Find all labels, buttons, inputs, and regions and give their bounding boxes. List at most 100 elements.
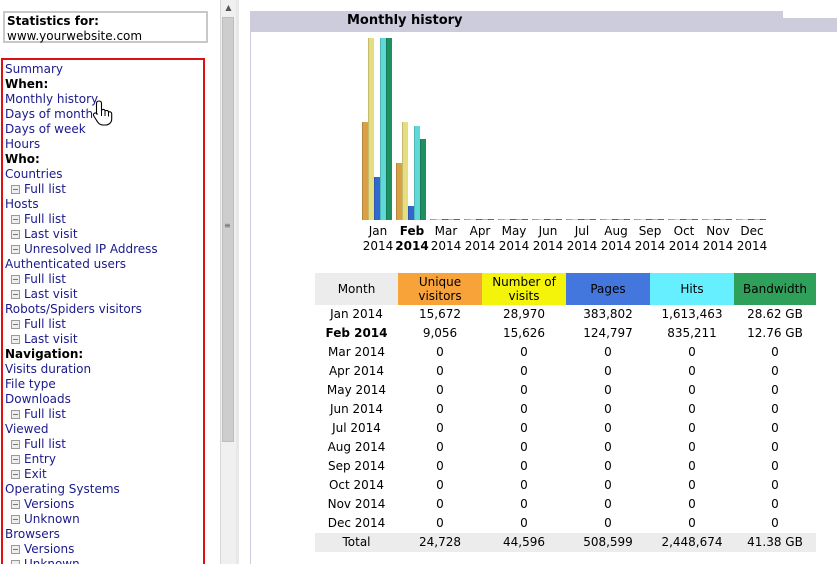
- month-year: 2014: [430, 239, 462, 253]
- sidebar-subitem-hosts-unresolved-ip-address[interactable]: Unresolved IP Address: [24, 242, 158, 256]
- sidebar-subitem-browsers-unknown[interactable]: Unknown: [24, 557, 80, 564]
- sidebar-item-days-of-month[interactable]: Days of month: [5, 107, 94, 121]
- sidebar-subitem-hosts-last-visit[interactable]: Last visit: [24, 227, 78, 241]
- sidebar-subitem-operating-systems-versions[interactable]: Versions: [24, 497, 75, 511]
- subitem-bullet-icon: [11, 410, 20, 419]
- column-header-hits: Hits: [650, 273, 734, 305]
- cell-visits: 28,970: [503, 307, 545, 321]
- bar-bandwidth-may-2014: [522, 219, 528, 220]
- subitem-bullet-icon: [11, 185, 20, 194]
- sidebar-row: Days of week: [3, 122, 203, 137]
- cell-hits: 0: [688, 497, 696, 511]
- sidebar-item-visits-duration[interactable]: Visits duration: [5, 362, 92, 376]
- sidebar-subitem-viewed-exit[interactable]: Exit: [24, 467, 47, 481]
- cell-visits: 0: [520, 383, 528, 397]
- bar-unique-visitors-jan-2014: [362, 122, 368, 220]
- sidebar-item-viewed[interactable]: Viewed: [5, 422, 49, 436]
- sidebar-item-monthly-history[interactable]: Monthly history: [5, 92, 99, 106]
- bar-unique-visitors-nov-2014: [702, 219, 708, 220]
- sidebar-item-operating-systems[interactable]: Operating Systems: [5, 482, 120, 496]
- left-frame-scrollbar[interactable]: ▲ ≡: [220, 0, 236, 564]
- scrollbar-thumb[interactable]: [222, 17, 234, 442]
- cell-month: Mar 2014: [328, 345, 385, 359]
- cell-hits: 0: [688, 402, 696, 416]
- month-name: Nov: [706, 224, 730, 238]
- bar-number-of-visits-apr-2014: [470, 219, 476, 220]
- scroll-grip-icon: ≡: [224, 221, 231, 230]
- cell-hits: 1,613,463: [661, 307, 723, 321]
- sidebar-item-countries[interactable]: Countries: [5, 167, 63, 181]
- sidebar-subitem-robots-spiders-visitors-full-list[interactable]: Full list: [24, 317, 66, 331]
- sidebar-row: Days of month: [3, 107, 203, 122]
- sidebar-item-authenticated-users[interactable]: Authenticated users: [5, 257, 127, 271]
- sidebar-subitem-viewed-full-list[interactable]: Full list: [24, 437, 66, 451]
- sidebar-subitem-countries-full-list[interactable]: Full list: [24, 182, 66, 196]
- sidebar-item-browsers[interactable]: Browsers: [5, 527, 60, 541]
- month-year: 2014: [532, 239, 564, 253]
- sidebar-item-hours[interactable]: Hours: [5, 137, 41, 151]
- column-header-number-of-visits: Number of visits: [482, 273, 566, 305]
- bar-unique-visitors-aug-2014: [600, 219, 606, 220]
- cell-visits: 15,626: [503, 326, 545, 340]
- sidebar-item-downloads[interactable]: Downloads: [5, 392, 71, 406]
- bar-pages-jul-2014: [578, 219, 584, 220]
- section-title: Monthly history: [347, 13, 463, 28]
- bar-pages-feb-2014: [408, 206, 414, 220]
- cell-bandwidth: 0: [771, 421, 779, 435]
- cell-pages: 0: [604, 364, 612, 378]
- sidebar-subitem-authenticated-users-last-visit[interactable]: Last visit: [24, 287, 78, 301]
- scroll-up-arrow-icon[interactable]: ▲: [225, 3, 232, 12]
- sidebar-row: Operating Systems: [3, 482, 203, 497]
- cell-pages: 124,797: [583, 326, 633, 340]
- bar-hits-nov-2014: [720, 219, 726, 220]
- sidebar-item-robots-spiders-visitors[interactable]: Robots/Spiders visitors: [5, 302, 142, 316]
- bar-hits-dec-2014: [754, 219, 760, 220]
- cell-pages: 0: [604, 345, 612, 359]
- cell-bandwidth: 0: [771, 402, 779, 416]
- sidebar-item-days-of-week[interactable]: Days of week: [5, 122, 86, 136]
- subitem-bullet-icon: [11, 215, 20, 224]
- month-name: Aug: [604, 224, 628, 238]
- month-name: Apr: [469, 224, 491, 238]
- sidebar-subitem-operating-systems-unknown[interactable]: Unknown: [24, 512, 80, 526]
- bar-number-of-visits-dec-2014: [742, 219, 748, 220]
- sidebar-row: Downloads: [3, 392, 203, 407]
- cell-month: Dec 2014: [327, 516, 386, 530]
- sidebar-subitem-hosts-full-list[interactable]: Full list: [24, 212, 66, 226]
- cell-month: May 2014: [326, 383, 387, 397]
- sidebar-item-summary[interactable]: Summary: [5, 62, 63, 76]
- sidebar-item-hosts[interactable]: Hosts: [5, 197, 39, 211]
- sidebar-subitem-viewed-entry[interactable]: Entry: [24, 452, 56, 466]
- subitem-bullet-icon: [11, 290, 20, 299]
- monthly-history-chart: [360, 36, 770, 220]
- chart-month-label-sep: Sep 2014: [630, 224, 670, 254]
- sidebar-subrow: Full list: [3, 182, 203, 197]
- bar-number-of-visits-jul-2014: [572, 219, 578, 220]
- sidebar-subitem-downloads-full-list[interactable]: Full list: [24, 407, 66, 421]
- month-year: 2014: [634, 239, 666, 253]
- bar-hits-feb-2014: [414, 126, 420, 220]
- cell-pages: 383,802: [583, 307, 633, 321]
- chart-month-label-mar: Mar 2014: [426, 224, 466, 254]
- cell-hits: 0: [688, 364, 696, 378]
- sidebar-subrow: Unknown: [3, 557, 203, 564]
- cell-month: Jun 2014: [329, 402, 384, 416]
- column-header-month: Month: [315, 273, 398, 305]
- bar-hits-mar-2014: [448, 219, 454, 220]
- sidebar-subitem-browsers-versions[interactable]: Versions: [24, 542, 75, 556]
- subitem-bullet-icon: [11, 560, 20, 564]
- cell-bandwidth: 0: [771, 478, 779, 492]
- subitem-bullet-icon: [11, 470, 20, 479]
- bar-pages-nov-2014: [714, 219, 720, 220]
- frame-divider[interactable]: [236, 0, 239, 564]
- cell-visits: 0: [520, 497, 528, 511]
- sidebar-subitem-authenticated-users-full-list[interactable]: Full list: [24, 272, 66, 286]
- cell-pages: 0: [604, 516, 612, 530]
- sidebar-item-file-type[interactable]: File type: [5, 377, 56, 391]
- sidebar-subitem-robots-spiders-visitors-last-visit[interactable]: Last visit: [24, 332, 78, 346]
- chart-month-label-oct: Oct 2014: [664, 224, 704, 254]
- cell-visits: 0: [520, 364, 528, 378]
- bar-number-of-visits-aug-2014: [606, 219, 612, 220]
- subitem-bullet-icon: [11, 440, 20, 449]
- stats-header-box: Statistics for: www.yourwebsite.com: [3, 11, 208, 43]
